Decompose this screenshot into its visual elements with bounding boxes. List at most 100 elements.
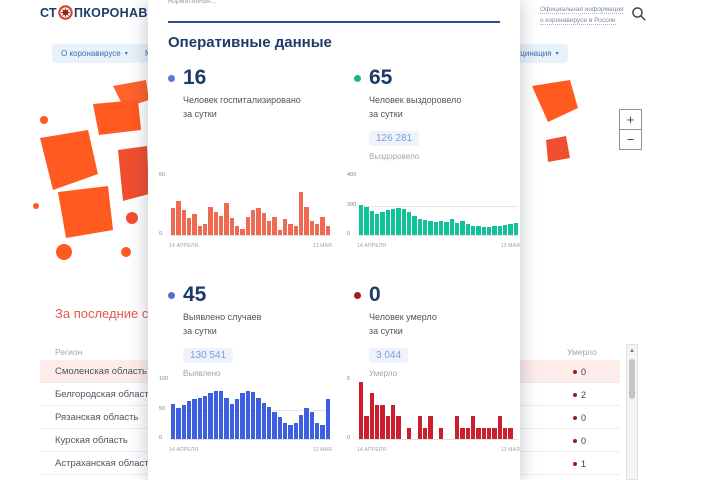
stat-total: 130 541 (183, 347, 234, 363)
bar (181, 404, 186, 439)
bar (406, 427, 412, 439)
bar (325, 399, 330, 439)
modal-divider (168, 21, 500, 23)
map-region-shape (93, 100, 141, 135)
bar (460, 221, 465, 235)
bar (359, 382, 364, 439)
nav-item-about-coronavirus[interactable]: О коронавирусе ▾ (52, 44, 137, 63)
bar (465, 224, 470, 235)
bar (192, 399, 197, 439)
bar (369, 393, 374, 439)
bar (277, 417, 282, 439)
map-regions-left[interactable] (28, 78, 150, 278)
bar (298, 415, 304, 439)
bar (486, 227, 492, 235)
deaths-value: 1 (573, 459, 586, 469)
bullet-icon (354, 74, 361, 82)
bar (359, 205, 364, 235)
stat-value: 0 (369, 283, 381, 306)
search-icon[interactable] (631, 6, 647, 22)
bar (428, 221, 433, 235)
map-zoom-controls: + − (619, 109, 642, 150)
map-region-shape (58, 186, 113, 238)
bar (250, 209, 256, 235)
bar (229, 217, 234, 235)
bar (261, 402, 266, 439)
zoom-out-button[interactable]: − (619, 129, 642, 150)
modal-top-text: нормативная... (168, 0, 217, 5)
bar (396, 416, 401, 439)
deaths-value: 0 (573, 367, 586, 377)
bar (240, 393, 245, 439)
map-region-shape (546, 136, 570, 162)
bar (186, 401, 192, 439)
deaths-value: 2 (573, 390, 586, 400)
stat-total-label: Умерло (369, 368, 398, 378)
map-region-shape (40, 130, 98, 190)
bar (208, 206, 213, 235)
bar (481, 427, 486, 439)
stat-value: 45 (183, 283, 207, 306)
bar (364, 207, 369, 235)
bar (470, 416, 476, 439)
bar (213, 212, 218, 235)
bar (513, 222, 518, 235)
bar (261, 213, 266, 235)
map-region-shape (118, 146, 149, 201)
bar (229, 403, 234, 439)
map-region-shape (113, 80, 149, 108)
x-axis-start: 14 АПРЕЛЯ (357, 447, 387, 453)
bar (492, 226, 497, 235)
bar (406, 212, 412, 235)
map-region-shape (121, 247, 131, 257)
bar (369, 210, 374, 235)
bar (364, 416, 369, 439)
map-regions-right[interactable] (528, 80, 584, 166)
map-region-shape (40, 116, 48, 124)
column-header-deaths: Умерло (567, 347, 597, 357)
bar (218, 390, 224, 439)
x-axis-end: 13 МАЯ (500, 447, 520, 453)
bar (454, 222, 460, 235)
bar (176, 407, 181, 439)
bar (320, 425, 325, 439)
bar (428, 416, 433, 439)
bullet-icon (354, 291, 361, 299)
operational-data-modal: нормативная... Оперативные данные 16 Чел… (148, 0, 520, 480)
bar (192, 214, 197, 235)
stat-card-recovered: 65 Человек выздоровело за сутки 126 281 … (354, 66, 522, 161)
zoom-in-button[interactable]: + (619, 109, 642, 130)
bar (224, 397, 229, 439)
stat-total-label: Выздоровело (369, 151, 420, 161)
bar (197, 225, 202, 235)
bar (508, 224, 513, 235)
bar (481, 227, 486, 235)
bar (282, 219, 288, 235)
bar (277, 230, 282, 235)
bar (282, 423, 288, 439)
bar (171, 403, 176, 439)
bar-plot (359, 382, 518, 440)
stop-virus-icon (58, 5, 73, 20)
bar (202, 395, 208, 439)
stat-total: 126 281 (369, 130, 420, 146)
stat-value: 65 (369, 66, 393, 89)
map-region-shape (33, 203, 39, 209)
bar (465, 427, 470, 439)
bar (325, 225, 330, 235)
bar (272, 216, 277, 235)
chevron-down-icon: ▾ (555, 51, 559, 57)
bar (320, 216, 325, 235)
bar (422, 427, 428, 439)
scrollbar-thumb[interactable] (629, 359, 635, 399)
bar (288, 223, 293, 235)
x-axis-start: 14 АПРЕЛЯ (169, 447, 199, 453)
deaths-value: 0 (573, 413, 586, 423)
bar-plot (171, 178, 330, 236)
scroll-up-arrow-icon[interactable]: ▲ (629, 348, 635, 354)
table-scrollbar[interactable]: ▲ (626, 344, 638, 480)
bar (288, 425, 293, 439)
bar (256, 397, 261, 439)
bar (470, 225, 476, 235)
modal-title: Оперативные данные (168, 34, 332, 51)
